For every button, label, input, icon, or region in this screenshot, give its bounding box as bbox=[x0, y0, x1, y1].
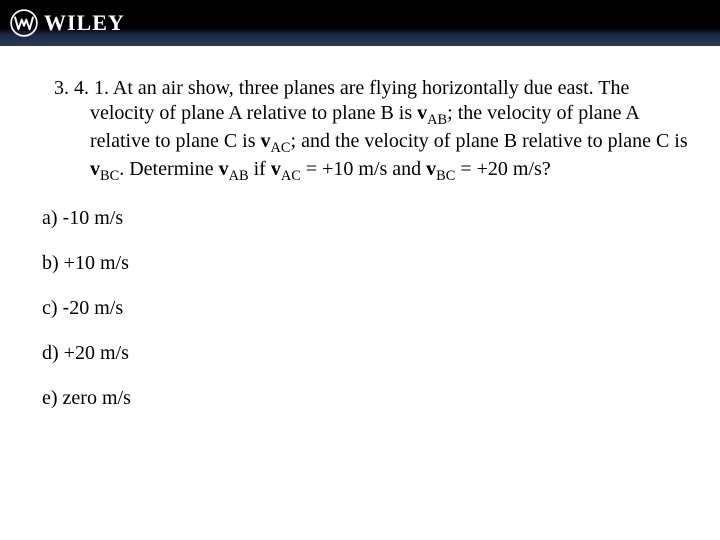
sub-ac: AC bbox=[271, 140, 291, 156]
option-e[interactable]: e) zero m/s bbox=[42, 387, 696, 410]
sub-ac-2: AC bbox=[281, 168, 301, 184]
option-d-value: +20 m/s bbox=[59, 342, 129, 364]
wiley-logo-icon bbox=[10, 9, 38, 37]
var-vac: v bbox=[261, 130, 271, 152]
option-c[interactable]: c) -20 m/s bbox=[42, 297, 696, 320]
var-vab-2: v bbox=[219, 158, 229, 180]
option-e-value: zero m/s bbox=[58, 387, 131, 409]
sub-ab-2: AB bbox=[229, 168, 249, 184]
option-c-value: 20 m/s bbox=[69, 297, 123, 319]
sub-bc: BC bbox=[100, 168, 119, 184]
question-part-5: if bbox=[249, 158, 271, 180]
var-vbc: v bbox=[90, 158, 100, 180]
var-vbc-2: v bbox=[426, 158, 436, 180]
question-part-3: ; and the velocity of plane B relative t… bbox=[291, 130, 688, 152]
header-bar: WILEY bbox=[0, 0, 720, 46]
question-part-4: . Determine bbox=[119, 158, 218, 180]
var-vac-2: v bbox=[271, 158, 281, 180]
var-vab: v bbox=[417, 102, 427, 124]
option-d-label: d) bbox=[42, 342, 59, 364]
option-c-label: c) bbox=[42, 297, 58, 319]
wiley-logo-text: WILEY bbox=[44, 10, 125, 36]
option-a-label: a) bbox=[42, 207, 58, 229]
question-part-6: = +10 m/s and bbox=[301, 158, 426, 180]
option-d[interactable]: d) +20 m/s bbox=[42, 342, 696, 365]
option-a-value: 10 m/s bbox=[69, 207, 123, 229]
option-b-value: +10 m/s bbox=[59, 252, 129, 274]
sub-bc-2: BC bbox=[436, 168, 455, 184]
option-b[interactable]: b) +10 m/s bbox=[42, 252, 696, 275]
sub-ab: AB bbox=[427, 112, 447, 128]
option-b-label: b) bbox=[42, 252, 59, 274]
content-area: 3. 4. 1. At an air show, three planes ar… bbox=[0, 46, 720, 410]
question-part-7: = +20 m/s? bbox=[455, 158, 550, 180]
option-e-label: e) bbox=[42, 387, 58, 409]
question-number: 3. 4. 1. bbox=[54, 77, 109, 99]
wiley-logo: WILEY bbox=[10, 9, 125, 37]
options-list: a) -10 m/s b) +10 m/s c) -20 m/s d) +20 … bbox=[24, 207, 696, 410]
question-text: 3. 4. 1. At an air show, three planes ar… bbox=[24, 76, 696, 185]
option-a[interactable]: a) -10 m/s bbox=[42, 207, 696, 230]
